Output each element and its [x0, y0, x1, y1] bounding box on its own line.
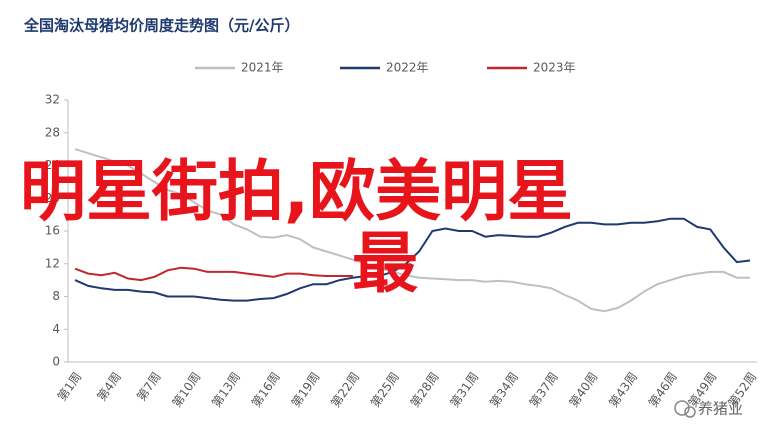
y-tick-label: 8 [52, 289, 60, 303]
y-tick-label: 0 [52, 355, 60, 369]
legend-label: 2022年 [386, 61, 429, 75]
y-tick-label: 32 [45, 93, 60, 107]
x-tick-label: 第10周 [169, 370, 203, 410]
legend-label: 2021年 [241, 61, 284, 75]
x-tick-label: 第40周 [567, 370, 601, 410]
x-tick-label: 第28周 [408, 370, 442, 410]
y-tick-label: 20 [45, 191, 60, 205]
x-tick-label: 第13周 [209, 370, 243, 410]
x-tick-label: 第1周 [55, 370, 85, 404]
x-tick-label: 第31周 [447, 370, 481, 410]
x-tick-label: 第46周 [646, 370, 680, 410]
series-line [74, 266, 353, 282]
x-tick-label: 第16周 [249, 370, 283, 410]
y-tick-label: 16 [45, 224, 60, 238]
series-line [74, 148, 750, 313]
x-tick-label: 第37周 [527, 370, 561, 410]
y-tick-label: 12 [45, 256, 60, 270]
series-line [74, 217, 751, 302]
x-tick-label: 第25周 [368, 370, 402, 410]
x-tick-label: 第19周 [289, 370, 323, 410]
x-tick-label: 第4周 [94, 370, 124, 404]
legend-label: 2023年 [533, 61, 576, 75]
overlay-text: 最 [352, 225, 418, 302]
x-tick-label: 第22周 [328, 370, 362, 410]
y-tick-label: 28 [45, 125, 60, 139]
y-tick-label: 24 [45, 158, 60, 172]
y-tick-label: 4 [52, 322, 60, 336]
watermark: 养猪业 [698, 400, 743, 418]
x-tick-label: 第43周 [606, 370, 640, 410]
watermark-icon [674, 400, 696, 418]
overlay-text: 明星街拍,欧美明星 [20, 153, 573, 230]
chart-title: 全国淘汰母猪均价周度走势图（元/公斤） [23, 17, 299, 35]
x-tick-label: 第7周 [134, 370, 164, 404]
x-tick-label: 第34周 [487, 370, 521, 410]
